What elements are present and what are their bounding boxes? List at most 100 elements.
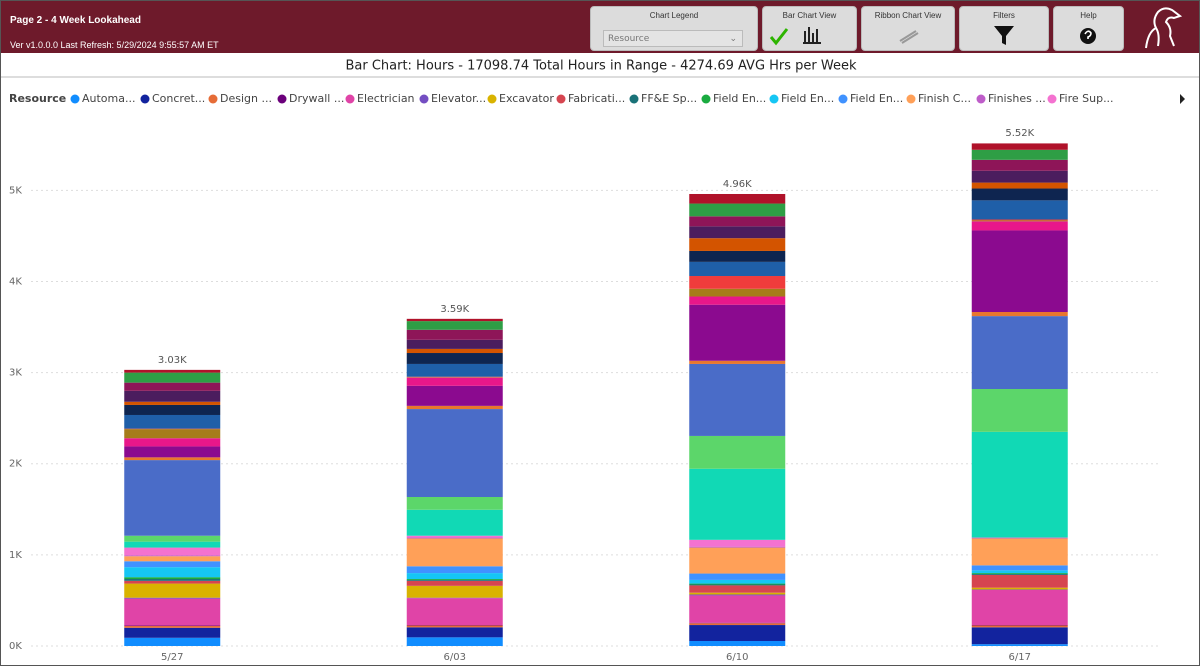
page-title: Page 2 - 4 Week Lookahead (10, 15, 141, 26)
bar-segment (689, 238, 786, 251)
legend-swatch (277, 94, 287, 104)
bar-segment (406, 409, 503, 498)
bar-segment (971, 143, 1068, 150)
bar-icon (803, 27, 821, 44)
bar-segment (124, 567, 221, 578)
bar-segment (406, 339, 503, 349)
bar-segment (124, 446, 221, 458)
bar-segment (124, 460, 221, 536)
button-label: Ribbon Chart View (874, 11, 942, 20)
bar-segment (689, 579, 786, 584)
bar-segment (689, 193, 786, 204)
ribbon-chart-view-button[interactable]: Ribbon Chart View (861, 6, 955, 51)
legend-label: Finishes ... (988, 92, 1046, 105)
bar-segment (689, 547, 786, 574)
bar-segment (406, 377, 503, 386)
legend-label: Fire Sup... (1059, 92, 1114, 105)
bar-segment (971, 573, 1068, 575)
bar-segment (689, 583, 786, 585)
total-label: 3.59K (440, 304, 469, 315)
bar-segment (689, 250, 786, 262)
bar-segment (971, 159, 1068, 171)
bar-segment (971, 219, 1068, 221)
button-icons (899, 30, 919, 44)
legend-label: Excavator (499, 92, 554, 105)
bar-segment (689, 595, 786, 623)
bar-segment (124, 414, 221, 429)
bar-segment (971, 316, 1068, 390)
x-tick-label: 6/17 (1009, 652, 1031, 663)
version: Ver v1.0.0.0 Last Refresh: 5/29/2024 9:5… (10, 40, 219, 50)
bar-segment (971, 431, 1068, 538)
bar-segment (124, 583, 221, 598)
legend-swatch (556, 94, 566, 104)
bar-segment (124, 369, 221, 373)
legend-swatch (976, 94, 986, 104)
bar-segment (124, 555, 221, 557)
legend-swatch (208, 94, 218, 104)
bar-segment (689, 640, 786, 646)
button-label: Bar Chart View (782, 11, 837, 20)
bar-segment (971, 170, 1068, 183)
bar-segment (406, 580, 503, 586)
legend-swatch (1047, 94, 1057, 104)
button-icons (1080, 28, 1096, 44)
legend-swatch (345, 94, 355, 104)
y-tick-label: 2K (9, 459, 22, 470)
bar-segment (124, 404, 221, 415)
bar-segment (406, 353, 503, 364)
bar-segment (124, 372, 221, 383)
bar-segment (971, 538, 1068, 566)
bar-segment (971, 188, 1068, 201)
button-label: Filters (993, 11, 1015, 20)
dropdown[interactable]: Resource ⌄ (603, 30, 743, 47)
bar-segment (971, 565, 1068, 571)
bar-segment (124, 598, 221, 626)
bar-segment (124, 625, 221, 628)
bar-segment (689, 539, 786, 547)
legend-scroll-arrow[interactable] (1180, 94, 1185, 104)
bar-segment (124, 627, 221, 638)
total-label: 3.03K (158, 355, 187, 366)
bar-segment (689, 435, 786, 469)
bar-segment (689, 585, 786, 593)
bar-segment (971, 627, 1068, 645)
bar-segment (406, 405, 503, 410)
bar-segment (689, 276, 786, 289)
x-tick-label: 5/27 (161, 652, 183, 663)
filters-button[interactable]: Filters (959, 6, 1049, 51)
bar-segment (406, 538, 503, 567)
x-tick-label: 6/03 (444, 652, 466, 663)
bar-segment (124, 577, 221, 580)
bar-segment (406, 329, 503, 340)
bar-segment (689, 592, 786, 595)
bar-segment (406, 385, 503, 406)
bar-chart-view-button[interactable]: Bar Chart View (762, 6, 857, 51)
bar-segment (689, 623, 786, 626)
bar-segment (689, 288, 786, 297)
bar-segment (406, 579, 503, 581)
bar-segment (124, 597, 221, 599)
legend-label: Concret... (152, 92, 205, 105)
chart-legend-button[interactable]: Chart Legend Resource ⌄ (590, 6, 758, 51)
bar-segment (971, 182, 1068, 189)
bar-segment (124, 547, 221, 556)
button-label: Chart Legend (649, 11, 699, 20)
legend-label: Finish C... (918, 92, 971, 105)
bar-segment (124, 438, 221, 447)
legend-label: Electrician (357, 92, 415, 105)
legend-label: Drywall ... (289, 92, 344, 105)
check-icon (769, 28, 789, 46)
bar-segment (124, 561, 221, 568)
bar-segment (124, 579, 221, 581)
bar-segment (689, 546, 786, 548)
help-button[interactable]: Help (1053, 6, 1124, 51)
legend-label: Elevator... (431, 92, 486, 105)
bar-segment (689, 203, 786, 217)
bar-segment (971, 200, 1068, 220)
logo (1145, 7, 1183, 49)
help-icon (1080, 28, 1096, 44)
x-tick-label: 6/10 (726, 652, 748, 663)
button-icons (994, 26, 1014, 45)
bar-segment (406, 598, 503, 626)
